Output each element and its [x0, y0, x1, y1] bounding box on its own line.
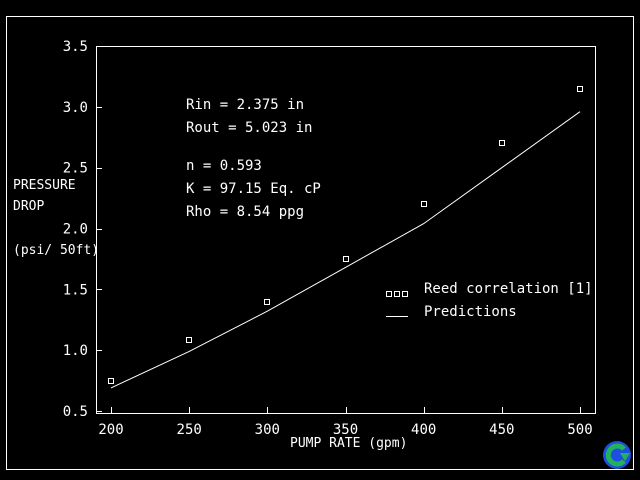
annotation-k: K = 97.15 Eq. cP [186, 181, 321, 197]
x-tick-label: 200 [98, 422, 123, 438]
reed-data-point [499, 140, 505, 146]
axis-ticks [96, 46, 581, 413]
x-tick-label: 400 [411, 422, 436, 438]
legend-square [386, 291, 392, 297]
reed-data-point [186, 337, 192, 343]
y-tick-label: 3.0 [63, 100, 88, 116]
series-predictions-line [110, 111, 581, 389]
x-tick-label: 250 [177, 422, 202, 438]
legend-marker-reed [386, 291, 408, 297]
refresh-arrow-icon[interactable] [603, 441, 631, 469]
y-axis-label-line-3: (psi/ 50ft) [13, 243, 99, 258]
y-tick-label: 2.0 [63, 222, 88, 238]
x-tick-label: 300 [255, 422, 280, 438]
annotation-rout: Rout = 5.023 in [186, 120, 312, 136]
annotation-n: n = 0.593 [186, 158, 262, 174]
series-reed-points [108, 86, 583, 384]
legend-square [402, 291, 408, 297]
legend: Reed correlation [1] Predictions [386, 281, 593, 320]
reed-data-point [577, 86, 583, 92]
legend-label-predictions: Predictions [424, 304, 517, 320]
annotation-rin: Rin = 2.375 in [186, 97, 304, 113]
reed-data-point [264, 299, 270, 305]
icon-arrow-arc [605, 443, 626, 467]
reed-data-point [108, 378, 114, 384]
x-tick-labels: 200 250 300 350 400 450 500 [98, 422, 592, 438]
y-axis-label-line-1: PRESSURE [13, 178, 76, 193]
plot-area [96, 46, 596, 414]
y-tick-label: 2.5 [63, 161, 88, 177]
y-tick-label: 1.5 [63, 282, 88, 298]
outer-frame [6, 16, 634, 470]
y-tick-labels: 0.5 1.0 1.5 2.0 2.5 3.0 3.5 [63, 39, 88, 420]
x-tick-label: 350 [333, 422, 358, 438]
icon-arrow-head [620, 453, 630, 461]
y-tick-label: 1.0 [63, 343, 88, 359]
y-axis-label-line-2: DROP [13, 199, 44, 214]
x-tick-label: 450 [489, 422, 514, 438]
x-axis-label: PUMP RATE (gpm) [290, 436, 407, 451]
legend-square [394, 291, 400, 297]
x-tick-label: 500 [567, 422, 592, 438]
y-tick-label: 0.5 [63, 404, 88, 420]
reed-data-point [421, 201, 427, 207]
legend-label-reed: Reed correlation [1] [424, 281, 593, 297]
reed-data-point [343, 256, 349, 262]
annotation-rho: Rho = 8.54 ppg [186, 204, 304, 220]
y-tick-label: 3.5 [63, 39, 88, 55]
